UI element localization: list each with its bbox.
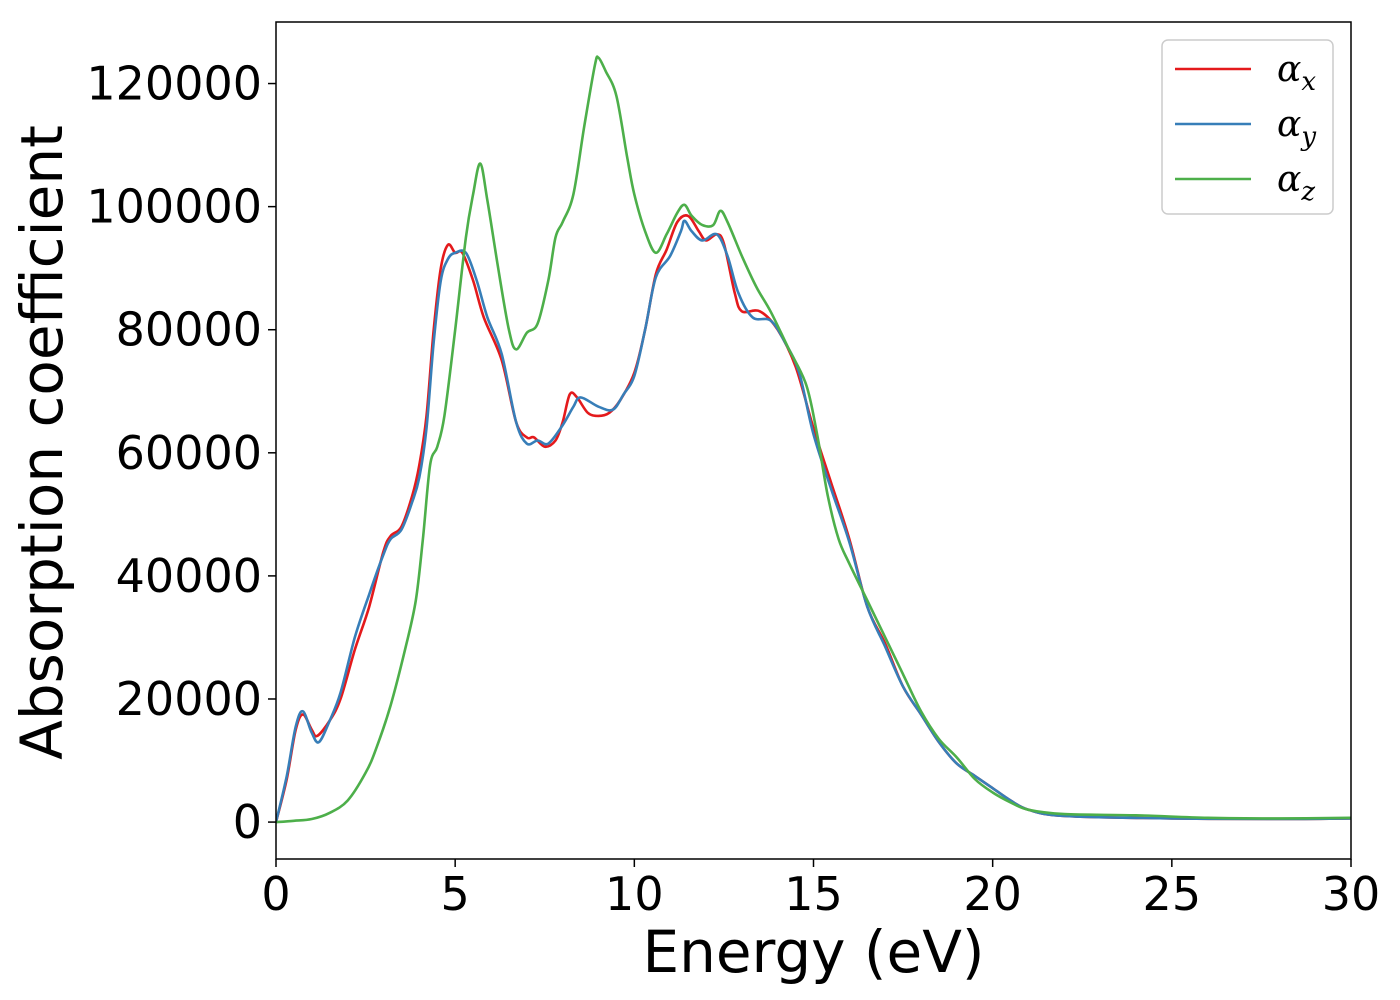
legend-label-sub: y bbox=[1300, 122, 1316, 152]
y-tick-label: 80000 bbox=[116, 303, 262, 357]
x-tick-label: 30 bbox=[1322, 867, 1381, 921]
y-tick-label: 60000 bbox=[116, 426, 262, 480]
series-line-y bbox=[276, 219, 1351, 823]
legend-label-x: αx bbox=[1277, 49, 1316, 97]
x-tick-label: 15 bbox=[784, 867, 843, 921]
y-axis: 0 20000 40000 60000 80000 100000 120000 bbox=[86, 57, 276, 849]
series-layer bbox=[276, 55, 1351, 824]
legend-label-z: αz bbox=[1277, 159, 1315, 207]
x-tick-label: 10 bbox=[605, 867, 664, 921]
y-tick-label: 120000 bbox=[86, 57, 262, 111]
y-tick-label: 0 bbox=[233, 795, 262, 849]
x-tick-label: 20 bbox=[963, 867, 1022, 921]
x-tick-label: 25 bbox=[1143, 867, 1202, 921]
x-axis: 0 5 10 15 20 25 30 bbox=[261, 859, 1380, 921]
x-axis-title: Energy (eV) bbox=[642, 918, 984, 986]
legend-label-base: α bbox=[1277, 49, 1301, 90]
legend-label-base: α bbox=[1277, 159, 1301, 200]
legend-label-base: α bbox=[1277, 104, 1301, 145]
x-tick-label: 0 bbox=[261, 867, 290, 921]
legend-label-y: αy bbox=[1277, 104, 1316, 152]
series-line-z bbox=[276, 55, 1351, 824]
y-tick-label: 100000 bbox=[86, 180, 262, 234]
legend-label-sub: z bbox=[1300, 177, 1315, 207]
legend-label-sub: x bbox=[1301, 67, 1316, 97]
y-tick-label: 20000 bbox=[116, 672, 262, 726]
legend-box bbox=[1161, 39, 1334, 215]
x-tick-label: 5 bbox=[441, 867, 470, 921]
y-axis-title: Absorption coefficient bbox=[8, 125, 76, 760]
y-tick-label: 40000 bbox=[116, 549, 262, 603]
